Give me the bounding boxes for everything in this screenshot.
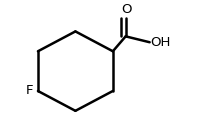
Text: F: F: [26, 84, 33, 97]
Text: OH: OH: [151, 36, 171, 49]
Text: O: O: [121, 3, 132, 16]
